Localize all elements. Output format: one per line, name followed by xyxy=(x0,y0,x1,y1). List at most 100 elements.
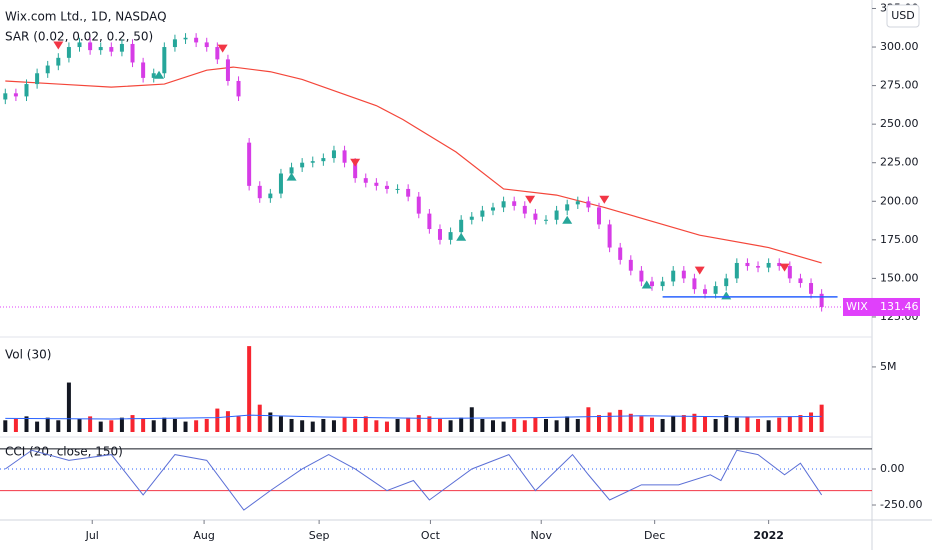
volume-bar xyxy=(692,413,697,432)
candle-body xyxy=(618,247,623,260)
volume-bar xyxy=(194,420,199,432)
candle-body xyxy=(278,173,283,194)
y-tick-label: 300.00 xyxy=(880,40,919,53)
candle-body xyxy=(575,201,580,205)
volume-bar xyxy=(331,420,336,432)
volume-bar xyxy=(109,420,114,432)
candle-body xyxy=(3,93,8,100)
candle-body xyxy=(437,229,442,240)
last-price-tag xyxy=(872,297,920,316)
last-price-label: 131.46 xyxy=(880,300,919,313)
volume-bar xyxy=(257,404,262,432)
volume-bar xyxy=(172,418,177,432)
volume-bar xyxy=(342,417,347,432)
sar-signal xyxy=(53,41,64,50)
y-tick-label: 0.00 xyxy=(880,462,905,475)
candle-body xyxy=(512,201,517,206)
candle-body xyxy=(289,167,294,174)
candle-body xyxy=(204,42,209,48)
volume-bar xyxy=(384,421,389,432)
volume-bar xyxy=(66,382,71,432)
y-tick-label: 250.00 xyxy=(880,117,919,130)
candle-body xyxy=(310,161,315,163)
candle-body xyxy=(798,278,803,284)
candle-body xyxy=(162,47,167,74)
candle-body xyxy=(151,73,156,78)
volume-bar xyxy=(204,418,209,432)
volume-bar xyxy=(522,420,527,432)
volume-bar xyxy=(24,416,29,432)
sar-signal xyxy=(217,44,228,53)
candle-body xyxy=(533,213,538,220)
candle-body xyxy=(448,232,453,240)
candle-body xyxy=(342,150,347,163)
volume-bar xyxy=(416,415,421,432)
volume-bar xyxy=(321,418,326,432)
x-tick-label: Nov xyxy=(530,529,552,542)
currency-label: USD xyxy=(891,9,915,22)
candle-body xyxy=(109,47,114,52)
candle-body xyxy=(268,193,273,199)
volume-bar xyxy=(162,417,167,432)
sar-signal xyxy=(694,266,705,275)
candle-body xyxy=(247,142,252,186)
volume-bar xyxy=(353,418,358,432)
candle-body xyxy=(98,47,103,51)
candle-body xyxy=(384,185,389,189)
volume-bar xyxy=(554,420,559,432)
chart-title: Wix.com Ltd., 1D, NASDAQ xyxy=(5,10,167,24)
candle-body xyxy=(554,210,559,220)
volume-average xyxy=(5,414,822,420)
volume-bar xyxy=(756,418,761,432)
volume-bar xyxy=(56,420,61,432)
candle-body xyxy=(56,57,61,66)
candle-body xyxy=(734,262,739,279)
y-tick-label: 200.00 xyxy=(880,194,919,207)
x-tick-label: Dec xyxy=(644,529,665,542)
sar-signal xyxy=(779,263,790,272)
candle-body xyxy=(130,43,135,63)
indicator-label: SAR (0.02, 0.02, 0.2, 50) xyxy=(5,30,153,44)
candle-body xyxy=(543,219,548,221)
volume-bar xyxy=(130,415,135,432)
volume-bar xyxy=(374,420,379,432)
candle-body xyxy=(257,185,262,199)
candle-body xyxy=(756,266,761,268)
candle-body xyxy=(13,93,18,97)
candle-body xyxy=(194,37,199,43)
sar-signal xyxy=(641,280,652,289)
volume-bar xyxy=(724,415,729,432)
candle-body xyxy=(225,59,230,81)
volume-bar xyxy=(183,421,188,432)
volume-bar xyxy=(406,417,411,432)
x-tick-label: 2022 xyxy=(753,529,784,542)
volume-bar xyxy=(512,418,517,432)
candle-body xyxy=(469,216,474,220)
y-tick-label: -250.00 xyxy=(880,498,922,511)
candle-body xyxy=(628,259,633,271)
volume-bar xyxy=(88,416,93,432)
candle-body xyxy=(141,62,146,78)
candle-body xyxy=(586,201,591,208)
sar-signal xyxy=(562,215,573,224)
candle-body xyxy=(331,150,336,159)
indicator-label: Vol (30) xyxy=(5,348,51,362)
volume-bar xyxy=(607,412,612,432)
volume-bar xyxy=(480,418,485,432)
candle-body xyxy=(300,162,305,168)
sar-signal xyxy=(286,172,297,181)
candle-body xyxy=(66,47,71,58)
volume-bar xyxy=(459,417,464,432)
volume-bar xyxy=(777,417,782,432)
volume-bar xyxy=(469,407,474,432)
candle-body xyxy=(374,182,379,186)
volume-bar xyxy=(98,421,103,432)
candle-body xyxy=(777,262,782,267)
volume-bar xyxy=(119,417,124,432)
candle-body xyxy=(724,278,729,287)
volume-bar xyxy=(787,416,792,432)
candle-body xyxy=(183,37,188,40)
volume-bar xyxy=(734,417,739,432)
